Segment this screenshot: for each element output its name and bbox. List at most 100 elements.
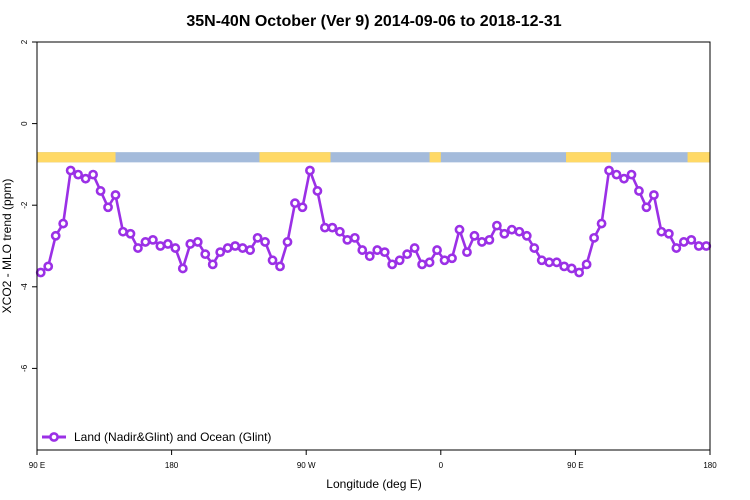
data-point — [148, 234, 158, 245]
x-axis: 90 E 180 90 W 0 90 E 180 — [29, 450, 717, 470]
data-point — [260, 237, 270, 247]
land-segment — [566, 152, 611, 163]
x-tick-label: 90 W — [297, 461, 316, 470]
data-point — [73, 169, 84, 180]
data-point — [678, 237, 689, 247]
y-axis-label: XCO2 - MLO trend (ppm) — [0, 179, 14, 314]
data-point — [252, 232, 263, 243]
data-point — [133, 243, 143, 253]
data-point — [649, 190, 659, 200]
data-point — [297, 202, 308, 213]
data-point — [222, 243, 233, 253]
data-point — [88, 169, 98, 180]
data-point — [237, 243, 248, 253]
land-segment — [37, 152, 116, 163]
data-point — [663, 228, 674, 239]
data-point — [417, 259, 428, 270]
data-point — [207, 259, 218, 270]
data-point — [604, 165, 614, 176]
data-point — [364, 251, 375, 262]
land-segment — [259, 152, 331, 163]
data-point — [215, 247, 226, 258]
data-point — [177, 263, 188, 274]
data-point — [574, 267, 585, 278]
data-point — [596, 218, 607, 229]
data-point — [342, 234, 353, 245]
data-point — [477, 237, 487, 247]
data-point — [544, 257, 555, 268]
y-tick-label: -6 — [20, 364, 29, 372]
land-segment — [429, 152, 441, 163]
data-point — [506, 224, 517, 235]
data-point — [447, 253, 457, 264]
legend-label: Land (Nadir&Glint) and Ocean (Glint) — [74, 430, 271, 444]
x-tick-label: 180 — [165, 461, 179, 470]
data-point — [439, 255, 450, 266]
data-point — [50, 230, 61, 241]
land-ocean-band — [37, 152, 710, 163]
data-point — [634, 186, 644, 196]
y-tick-label: 0 — [20, 121, 29, 126]
series-layer — [35, 165, 712, 278]
data-point — [327, 222, 338, 233]
data-point — [305, 165, 315, 176]
data-point — [529, 243, 540, 253]
data-point — [693, 241, 704, 251]
data-point — [581, 259, 592, 270]
data-point — [491, 220, 502, 231]
data-point — [170, 243, 181, 253]
data-point — [626, 169, 637, 180]
data-point — [162, 239, 173, 249]
x-axis-label: Longitude (deg E) — [326, 477, 421, 491]
x-tick-label: 0 — [439, 461, 444, 470]
x-tick-label: 180 — [703, 461, 717, 470]
data-point — [282, 237, 293, 247]
data-point — [671, 243, 682, 253]
data-point — [566, 263, 577, 274]
data-point — [372, 245, 383, 255]
y-axis: 2 0 -2 -4 -6 — [20, 39, 37, 372]
data-point — [701, 241, 712, 251]
data-point — [499, 228, 510, 239]
data-point — [379, 247, 390, 258]
data-point — [80, 173, 91, 184]
data-point — [125, 228, 136, 239]
data-point — [469, 230, 480, 241]
data-point — [394, 255, 405, 266]
data-point — [192, 237, 203, 247]
data-point — [334, 226, 345, 237]
data-point — [641, 202, 652, 213]
data-point — [387, 259, 398, 270]
plot-area-frame — [36, 41, 711, 451]
y-tick-label: 2 — [20, 39, 29, 44]
data-point — [200, 249, 211, 260]
data-point — [290, 198, 300, 209]
legend: Land (Nadir&Glint) and Ocean (Glint) — [42, 430, 271, 444]
data-point — [118, 226, 128, 237]
data-point — [275, 261, 285, 272]
data-point — [559, 261, 570, 272]
data-point — [58, 218, 69, 229]
y-tick-label: -4 — [20, 283, 29, 291]
data-point — [521, 230, 532, 241]
data-point — [619, 173, 629, 184]
data-point — [536, 255, 547, 266]
data-point — [611, 169, 622, 180]
data-point — [514, 226, 525, 237]
data-point — [686, 234, 697, 245]
data-point — [65, 165, 76, 176]
data-point — [484, 234, 495, 245]
data-point — [43, 261, 54, 272]
data-point — [155, 241, 166, 251]
data-point — [35, 267, 46, 278]
data-point — [424, 257, 435, 268]
data-point — [185, 239, 196, 249]
legend-point-marker — [49, 432, 59, 442]
data-point — [454, 224, 465, 235]
data-point — [589, 232, 599, 243]
data-point — [462, 247, 472, 258]
data-point — [349, 232, 360, 243]
data-point — [267, 255, 278, 266]
ocean-band — [37, 152, 710, 163]
